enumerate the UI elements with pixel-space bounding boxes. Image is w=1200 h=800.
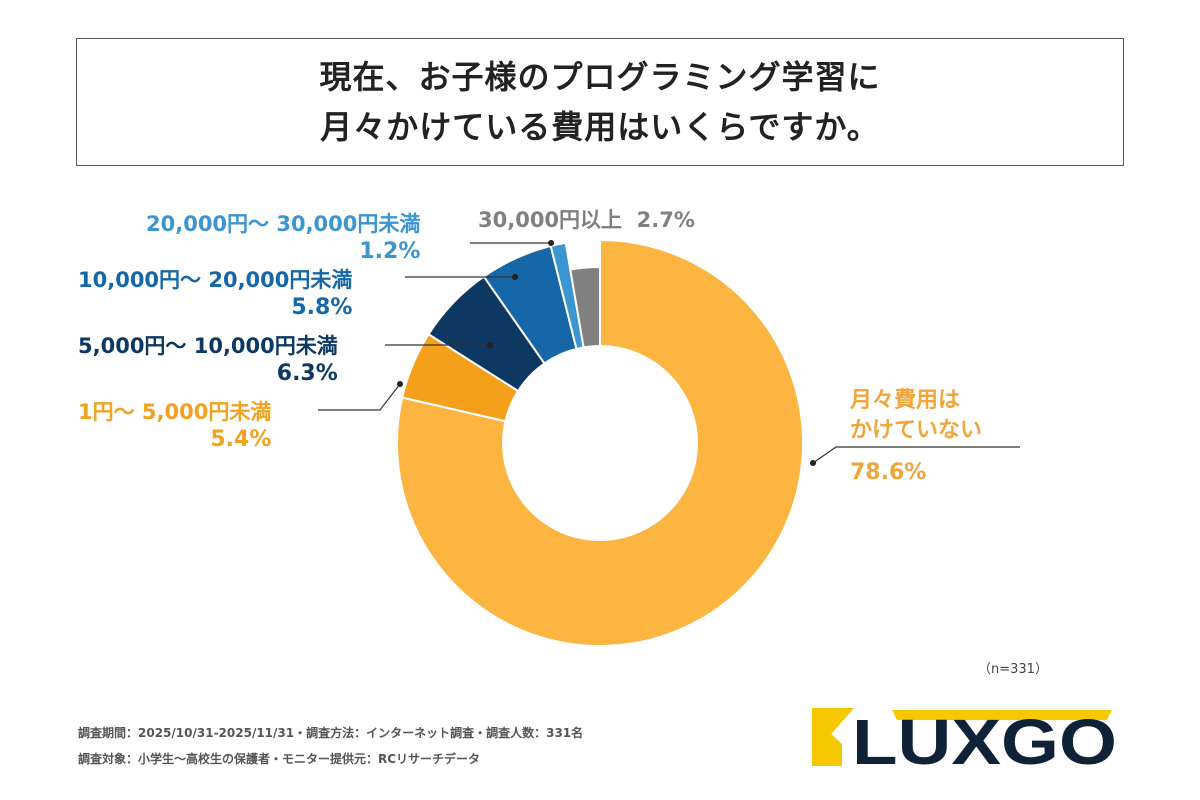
label-none-line2: かけていない xyxy=(850,418,983,443)
leader-line-78 xyxy=(812,446,1020,464)
label-10000-20000-pct: 5.8% xyxy=(291,295,353,320)
leader-dot xyxy=(548,240,554,246)
label-5000-10000-text: 5,000円〜 10,000円未満 xyxy=(78,334,338,358)
sample-size: （n=331） xyxy=(978,662,1048,677)
label-1-5000-text: 1円〜 5,000円未満 xyxy=(78,400,272,424)
label-20000-30000: 20,000円〜 30,000円未満 1.2% xyxy=(146,210,420,266)
label-20000-30000-text: 20,000円〜 30,000円未満 xyxy=(146,212,421,236)
label-10000-20000: 10,000円〜 20,000円未満 5.8% xyxy=(78,266,352,322)
leader-dot xyxy=(810,460,816,466)
label-20000-30000-pct: 1.2% xyxy=(359,239,421,264)
label-none-pct: 78.6% xyxy=(850,460,927,485)
label-30000-plus: 30,000円以上 2.7% xyxy=(478,206,695,234)
label-10000-20000-text: 10,000円〜 20,000円未満 xyxy=(78,268,353,292)
luxgo-logo: LUXGO xyxy=(812,708,1117,770)
title-line-2: 月々かけている費用はいくらですか。 xyxy=(320,108,880,146)
label-1-5000: 1円〜 5,000円未満 5.4% xyxy=(78,398,271,454)
title-line-1: 現在、お子様のプログラミング学習に xyxy=(319,58,881,96)
footer-line-1: 調査期間：2025/10/31-2025/11/31・調査方法：インターネット調… xyxy=(78,726,584,740)
slice-5 xyxy=(569,265,601,349)
leader-dot xyxy=(512,274,518,280)
footer-line-2: 調査対象：小学生〜高校生の保護者・モニター提供元：RCリサーチデータ xyxy=(78,752,481,766)
label-30000-plus-text: 30,000円以上 xyxy=(478,208,623,232)
label-none: 月々費用は かけていない 78.6% xyxy=(850,386,982,488)
label-none-line1: 月々費用は xyxy=(850,388,961,413)
leader-line-5-4 xyxy=(318,383,401,411)
leader-dot xyxy=(397,381,403,387)
label-30000-plus-pct: 2.7% xyxy=(636,208,695,232)
svg-text:LUXGO: LUXGO xyxy=(852,708,1117,770)
label-5000-10000: 5,000円〜 10,000円未満 6.3% xyxy=(78,332,338,388)
label-5000-10000-pct: 6.3% xyxy=(276,361,338,386)
leader-dot xyxy=(487,342,493,348)
title-box: 現在、お子様のプログラミング学習に 月々かけている費用はいくらですか。 xyxy=(76,38,1124,166)
slice-0 xyxy=(396,238,804,647)
label-1-5000-pct: 5.4% xyxy=(210,427,272,452)
